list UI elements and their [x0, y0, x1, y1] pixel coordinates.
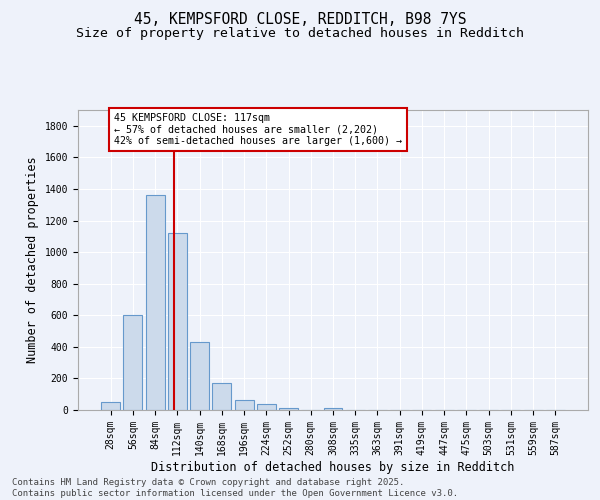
Bar — [101, 402, 120, 410]
Y-axis label: Number of detached properties: Number of detached properties — [26, 156, 39, 364]
Bar — [124, 316, 142, 410]
X-axis label: Distribution of detached houses by size in Redditch: Distribution of detached houses by size … — [151, 460, 515, 473]
Bar — [279, 408, 298, 410]
Text: Size of property relative to detached houses in Redditch: Size of property relative to detached ho… — [76, 28, 524, 40]
Text: 45 KEMPSFORD CLOSE: 117sqm
← 57% of detached houses are smaller (2,202)
42% of s: 45 KEMPSFORD CLOSE: 117sqm ← 57% of deta… — [114, 113, 402, 146]
Bar — [257, 404, 276, 410]
Bar — [190, 342, 209, 410]
Bar — [168, 233, 187, 410]
Bar — [146, 196, 164, 410]
Text: Contains HM Land Registry data © Crown copyright and database right 2025.
Contai: Contains HM Land Registry data © Crown c… — [12, 478, 458, 498]
Bar — [235, 400, 254, 410]
Bar — [212, 383, 231, 410]
Bar — [323, 408, 343, 410]
Text: 45, KEMPSFORD CLOSE, REDDITCH, B98 7YS: 45, KEMPSFORD CLOSE, REDDITCH, B98 7YS — [134, 12, 466, 28]
